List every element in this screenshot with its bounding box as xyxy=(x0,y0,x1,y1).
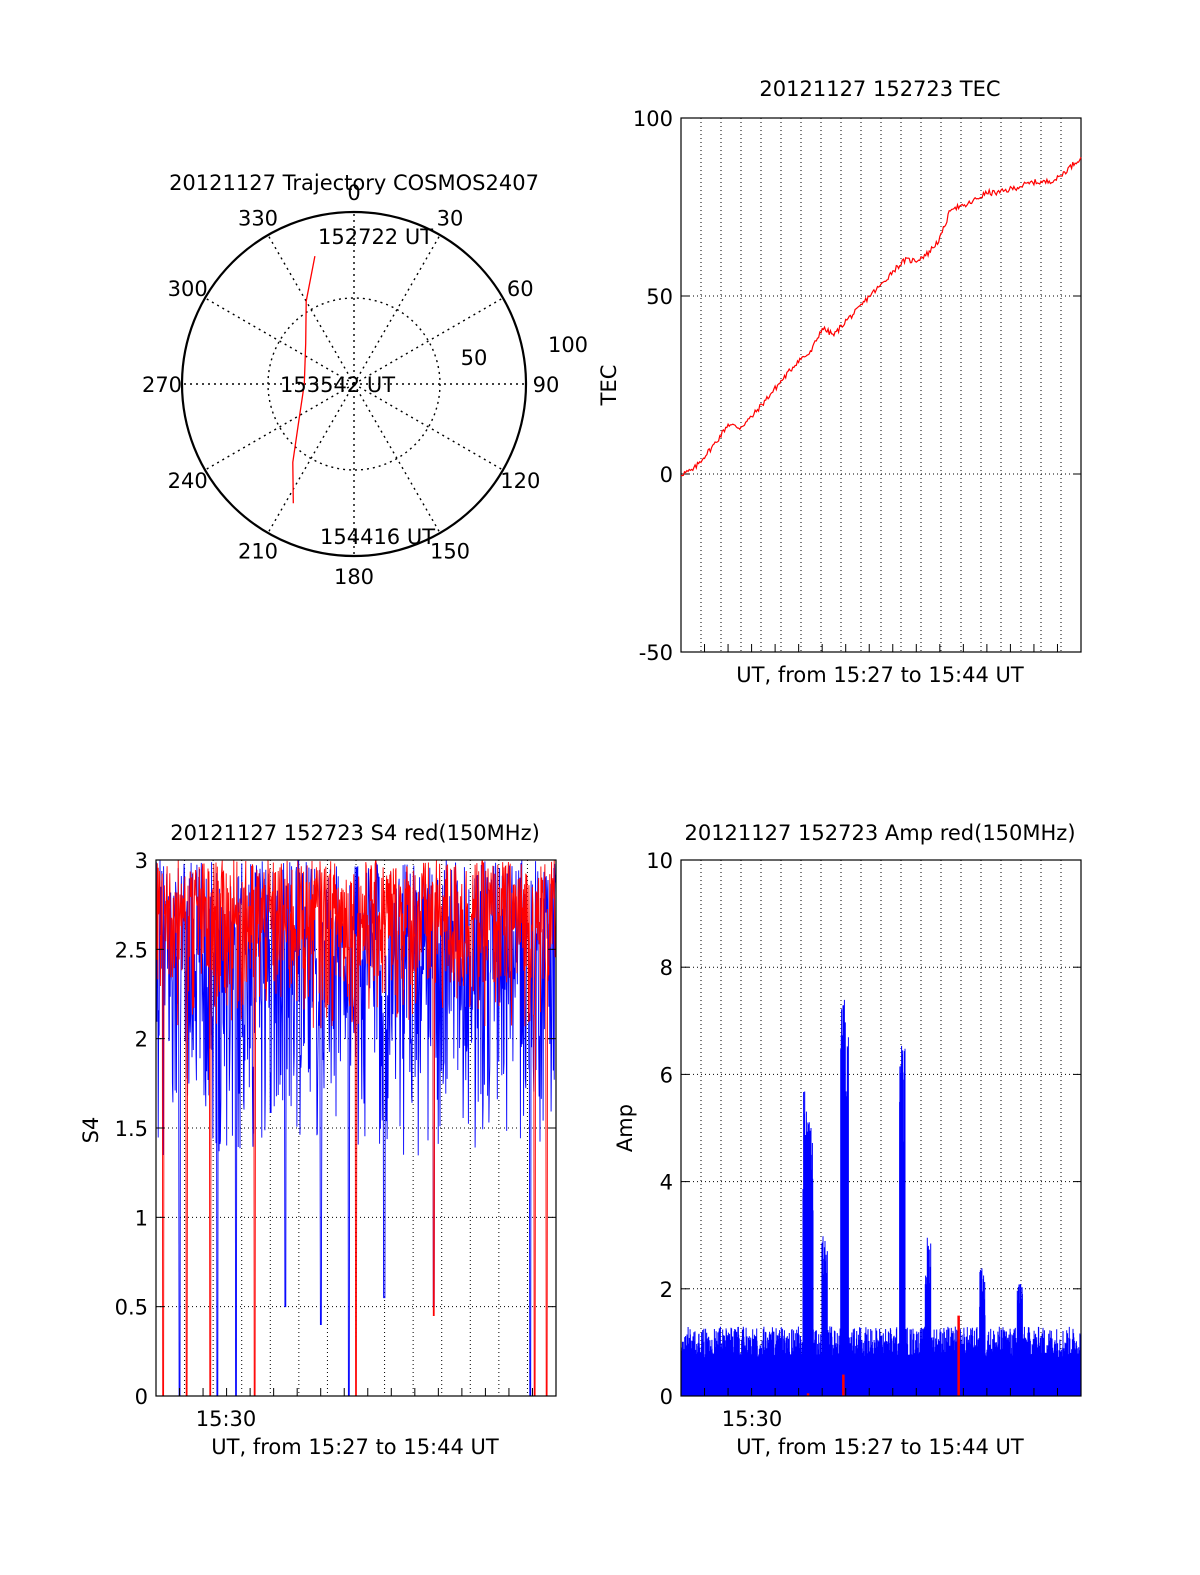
polar-spoke-150 xyxy=(353,383,441,534)
angle-tick-120: 120 xyxy=(500,469,540,493)
polar-angle-ticks: 0 30 60 90 120 150 180 210 240 270 300 330 xyxy=(142,181,559,589)
s4-title: 20121127 152723 S4 red(150MHz) xyxy=(170,821,540,845)
polar-outer-circle xyxy=(180,210,528,558)
y-tick-label-1.5: 1.5 xyxy=(115,1117,148,1141)
y-tick-label-2: 2 xyxy=(135,1028,148,1052)
polar-title: 20121127 Trajectory COSMOS2407 xyxy=(169,171,539,195)
amp-plot-frame xyxy=(680,859,1082,1397)
radial-tick-50: 50 xyxy=(461,346,488,370)
angle-tick-0: 0 xyxy=(347,181,360,205)
y-tick-label-10: 10 xyxy=(646,849,673,873)
angle-tick-150: 150 xyxy=(430,539,470,563)
amp-y-ticks: 0 2 4 6 8 10 xyxy=(646,849,1081,1409)
angle-tick-240: 240 xyxy=(168,469,208,493)
y-tick-label-0: 0 xyxy=(660,1385,673,1409)
polar-spoke-240 xyxy=(204,383,355,471)
y-tick-label-0: 0 xyxy=(135,1385,148,1409)
y-tick-label-0.5: 0.5 xyxy=(115,1296,148,1320)
tec-y-ticks: -50 0 50 100 xyxy=(633,107,1081,665)
s4-plot: 20121127 152723 S4 red(150MHz) 0 0.5 1 1.5 2… xyxy=(79,821,557,1459)
y-tick-label-0: 0 xyxy=(660,463,673,487)
polar-trajectory-plot: 20121127 Trajectory COSMOS2407 0 30 60 90 12… xyxy=(142,171,588,589)
amp-x-axis-label: UT, from 15:27 to 15:44 UT xyxy=(736,1435,1024,1459)
angle-tick-330: 330 xyxy=(238,207,278,231)
tec-title: 20121127 152723 TEC xyxy=(759,77,1000,101)
polar-spoke-30 xyxy=(353,234,441,385)
angle-tick-210: 210 xyxy=(238,539,278,563)
y-tick-label-4: 4 xyxy=(660,1171,673,1195)
angle-tick-90: 90 xyxy=(533,373,560,397)
y-tick-label-3: 3 xyxy=(135,849,148,873)
angle-tick-180: 180 xyxy=(334,565,374,589)
polar-spoke-300 xyxy=(204,297,355,385)
y-tick-label-1: 1 xyxy=(135,1206,148,1230)
y-tick-label-50: 50 xyxy=(646,285,673,309)
tec-x-axis-label: UT, from 15:27 to 15:44 UT xyxy=(736,663,1024,687)
amp-plot: 20121127 152723 Amp red(150MHz) 0246810 … xyxy=(613,821,1082,1459)
angle-tick-270: 270 xyxy=(142,373,182,397)
angle-tick-60: 60 xyxy=(507,277,534,301)
y-tick-label-6: 6 xyxy=(660,1063,673,1087)
y-tick-label-2.5: 2.5 xyxy=(115,938,148,962)
angle-tick-300: 300 xyxy=(168,277,208,301)
amp-x-tick-1530: 15:30 xyxy=(722,1407,783,1431)
s4-x-tick-1530: 15:30 xyxy=(196,1407,257,1431)
angle-tick-30: 30 xyxy=(437,207,464,231)
tec-plot: 20121127 152723 TEC -50 0 50 100 TEC UT, fr… xyxy=(597,77,1082,687)
y-tick-label-2: 2 xyxy=(660,1278,673,1302)
s4-x-axis-label: UT, from 15:27 to 15:44 UT xyxy=(211,1435,499,1459)
tec-series-line xyxy=(680,156,1082,477)
polar-spoke-60 xyxy=(353,297,504,385)
y-tick-label-8: 8 xyxy=(660,956,673,980)
amp-y-axis-label: Amp xyxy=(613,1104,637,1152)
polar-spoke-330 xyxy=(267,234,355,385)
polar-spoke-210 xyxy=(267,383,355,534)
tec-plot-frame xyxy=(680,117,1082,653)
polar-spoke-120 xyxy=(353,383,504,471)
y-tick-label--50: -50 xyxy=(639,641,673,665)
mid-time-annotation: 153542 UT xyxy=(280,373,395,397)
tec-grid xyxy=(681,118,1081,652)
y-tick-label-100: 100 xyxy=(633,107,673,131)
s4-y-axis-label: S4 xyxy=(79,1117,103,1144)
s4-y-ticks: 0 0.5 1 1.5 2 2.5 3 xyxy=(115,849,556,1409)
amp-title: 20121127 152723 Amp red(150MHz) xyxy=(684,821,1075,845)
end-time-annotation: 154416 UT xyxy=(320,525,435,549)
polar-grid xyxy=(180,210,528,558)
radial-tick-100: 100 xyxy=(548,333,588,357)
satellite-track-line xyxy=(292,255,316,504)
tec-y-axis-label: TEC xyxy=(597,365,621,407)
start-time-annotation: 152722 UT xyxy=(318,225,433,249)
